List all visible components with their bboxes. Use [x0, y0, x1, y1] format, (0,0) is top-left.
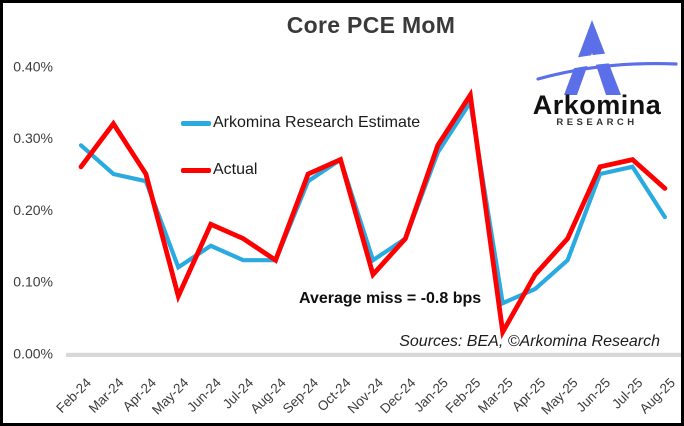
sources-note: Sources: BEA, ©Arkomina Research: [399, 333, 660, 350]
legend-swatch-actual: [181, 168, 211, 173]
logo-brand-text: Arkomina: [532, 90, 662, 120]
legend-swatch-estimate: [181, 121, 211, 126]
logo-sub-text: RESEARCH: [556, 117, 638, 128]
x-tick-label: Mar-24: [86, 375, 127, 416]
series-line-estimate: [78, 96, 667, 307]
x-tick-label: Jun-24: [184, 375, 224, 415]
x-tick-label: Sep-24: [280, 375, 322, 417]
line-chart-canvas: 0.40% 0.30% 0.20% 0.10% 0.00% Feb-24Mar-24Ap…: [13, 58, 681, 418]
x-tick-label: Feb-25: [443, 375, 484, 416]
x-tick-label: Mar-25: [475, 375, 516, 416]
y-tick-label: 0.40%: [13, 58, 53, 74]
arkomina-logo-mark-icon: [534, 20, 678, 95]
y-tick-label: 0.30%: [13, 130, 53, 146]
series-lines: [78, 88, 668, 340]
series-line-actual: [78, 88, 668, 340]
x-tick-label: May-24: [149, 375, 192, 418]
chart-title: Core PCE MoM: [286, 12, 456, 38]
y-tick-label: 0.20%: [13, 202, 53, 218]
x-tick-label: Aug-25: [637, 375, 678, 416]
y-tick-label: 0.10%: [13, 274, 53, 290]
legend-label-actual: Actual: [213, 161, 258, 178]
average-miss-annotation: Average miss = -0.8 bps: [299, 290, 482, 307]
legend-label-estimate: Arkomina Research Estimate: [213, 114, 421, 131]
x-tick-label: Feb-24: [53, 375, 94, 416]
y-axis-tick-labels: 0.40% 0.30% 0.20% 0.10% 0.00%: [13, 58, 53, 361]
x-tick-label: Jun-25: [573, 375, 613, 415]
x-tick-label: Dec-24: [377, 375, 419, 417]
x-tick-label: May-25: [538, 375, 580, 417]
x-axis-line: [66, 352, 681, 357]
y-tick-label: 0.00%: [13, 346, 53, 362]
x-axis-tick-labels: Feb-24Mar-24Apr-24May-24Jun-24Jul-24Aug-…: [53, 375, 678, 418]
